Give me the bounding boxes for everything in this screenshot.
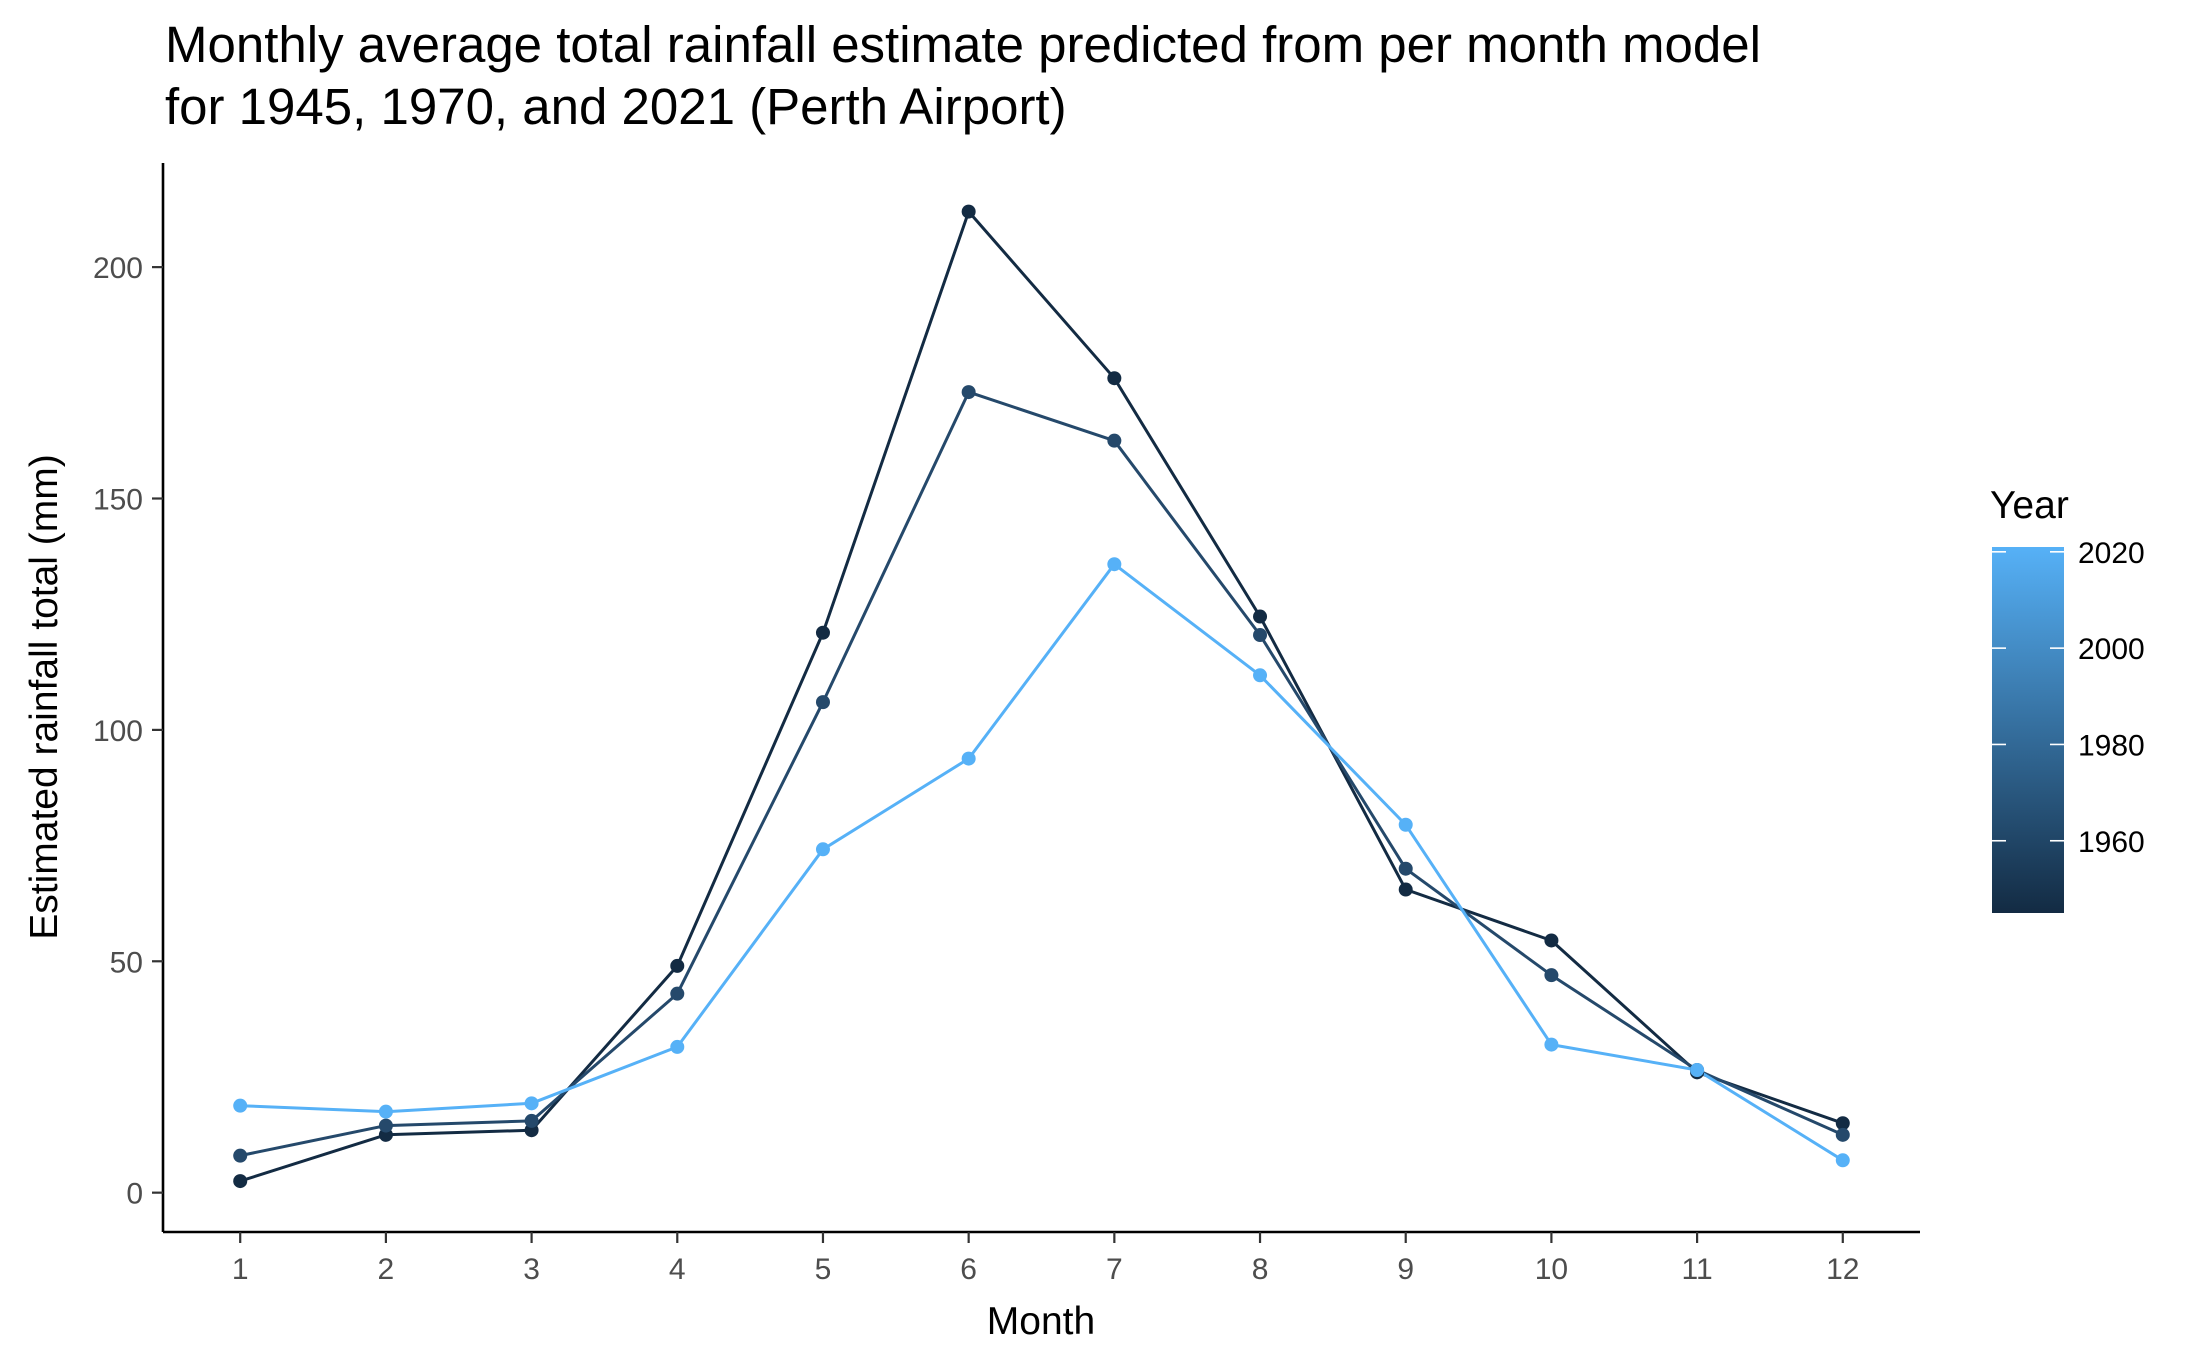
data-point-1945 [1398,882,1413,897]
data-point-1970 [670,986,685,1001]
x-tick-label: 6 [960,1253,977,1286]
data-point-1970 [1107,433,1122,448]
legend-title: Year [1990,484,2069,527]
data-point-1970 [815,695,830,710]
series-line-1945 [239,210,1844,1183]
chart-title-line-1: Monthly average total rainfall estimate … [165,16,1761,73]
data-point-2021 [524,1096,539,1111]
x-tick-label: 7 [1106,1253,1123,1286]
y-tick-label: 100 [93,715,143,748]
data-point-1945 [1544,933,1559,948]
data-point-1970 [1835,1127,1850,1142]
data-point-2021 [815,842,830,857]
legend-ticks: 1960 1980 2000 2020 [1992,537,2145,859]
y-axis-ticks: 0 50 100 150 200 [93,252,163,1211]
data-point-1970 [1253,628,1268,643]
data-point-2021 [670,1039,685,1054]
data-point-2021 [378,1104,393,1119]
data-point-1945 [670,958,685,973]
data-point-1970 [378,1118,393,1133]
series-line-2021 [240,562,1844,1162]
legend-tick-label: 1980 [2078,729,2145,762]
data-point-1945 [233,1174,248,1189]
legend-colorbar [1992,547,2064,913]
x-axis-title: Month [987,1300,1095,1343]
x-tick-label: 1 [232,1253,249,1286]
y-tick-label: 50 [110,946,143,979]
legend-tick-label: 2000 [2078,633,2145,666]
legend-tick-label: 2020 [2078,537,2145,570]
data-point-1945 [961,204,976,219]
x-tick-label: 3 [523,1253,540,1286]
data-point-1945 [1107,371,1122,386]
data-point-2021 [961,751,976,766]
x-tick-label: 9 [1397,1253,1414,1286]
data-point-1970 [1398,861,1413,876]
data-point-2021 [1107,557,1122,572]
x-tick-label: 4 [669,1253,686,1286]
data-point-1945 [1835,1116,1850,1131]
data-point-2021 [1690,1063,1705,1078]
data-point-2021 [1544,1037,1559,1052]
data-point-1970 [1544,968,1559,983]
x-tick-label: 5 [815,1253,832,1286]
x-tick-label: 12 [1826,1253,1859,1286]
y-tick-label: 200 [93,252,143,285]
y-axis-title: Estimated rainfall total (mm) [23,454,66,939]
data-point-2021 [1835,1153,1850,1168]
data-point-1945 [1253,609,1268,624]
x-tick-label: 11 [1682,1253,1713,1286]
x-tick-label: 8 [1252,1253,1269,1286]
x-axis-ticks: 1 2 3 4 5 6 7 8 9 10 11 12 [232,1232,1859,1286]
legend-tick-label: 1960 [2078,826,2145,859]
legend: Year 1960 1980 2000 2020 [1990,484,2145,913]
series-line-1970 [239,390,1844,1158]
y-tick-label: 150 [93,484,143,517]
data-point-2021 [1253,668,1268,683]
data-point-2021 [1398,817,1413,832]
data-point-2021 [233,1098,248,1113]
data-point-1970 [961,385,976,400]
data-point-1970 [524,1113,539,1128]
x-tick-label: 10 [1535,1253,1568,1286]
x-tick-label: 2 [378,1253,395,1286]
chart-title-line-2: for 1945, 1970, and 2021 (Perth Airport) [165,78,1067,135]
data-point-1970 [233,1148,248,1163]
data-point-1945 [815,625,830,640]
plot-area [233,204,1850,1189]
y-tick-label: 0 [126,1178,143,1211]
